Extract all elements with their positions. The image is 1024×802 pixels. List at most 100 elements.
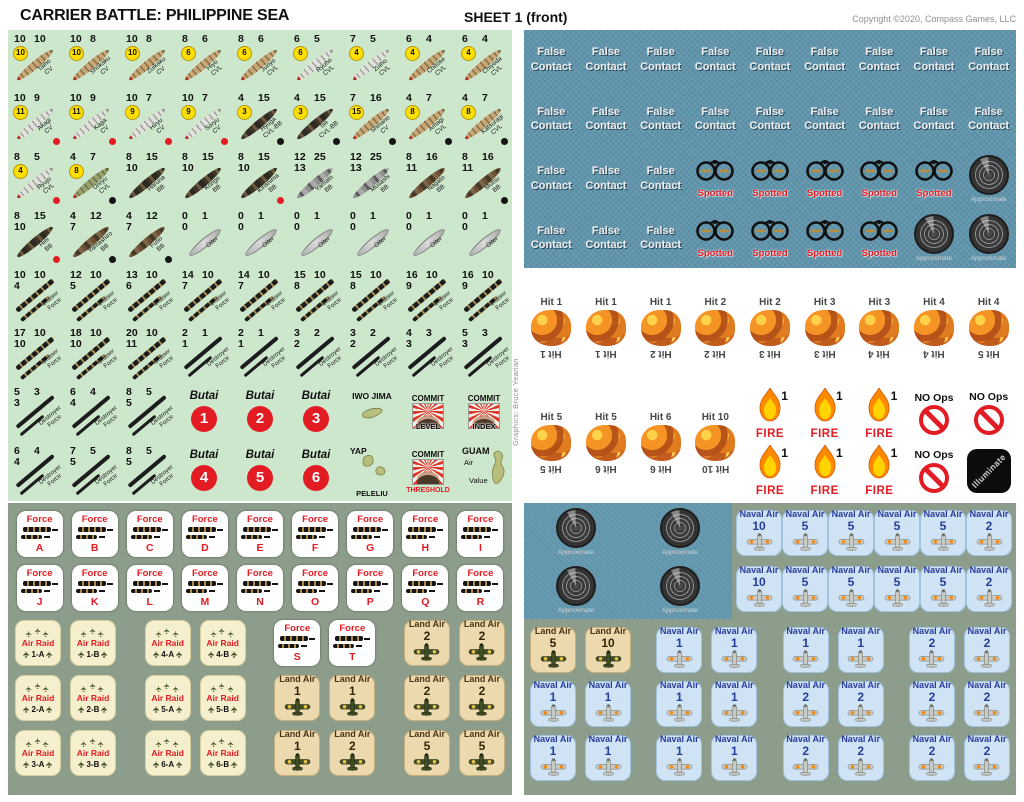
land-air-counter-2[interactable]: Land Air 2 [458, 619, 505, 666]
hit-counter-hit-3[interactable]: Hit 3 Hit 4 [852, 270, 907, 385]
ship-counter-kirishima[interactable]: 8 15 10 Kirishima BB [232, 148, 288, 207]
island-marker-yap[interactable]: YAP PELELIU [344, 442, 400, 501]
false-contact-marker[interactable]: False Contact [530, 105, 572, 133]
ship-counter-kaga[interactable]: 10 9 11 Kaga CV [64, 89, 120, 148]
naval-air-counter-2[interactable]: Naval Air 2 [963, 680, 1010, 727]
false-contact-marker[interactable]: False Contact [640, 165, 682, 192]
land-air-counter-1[interactable]: Land Air 1 [274, 729, 321, 776]
ship-counter-fuso[interactable]: 4 12 7 Fuso BB [120, 207, 176, 266]
ship-counter-shinano[interactable]: 7 16 15 Shinano CV [344, 89, 400, 148]
hit-counter-hit-5[interactable]: Hit 5 Hit 6 [579, 385, 634, 500]
air-raid-counter-1-b[interactable]: ✈ ✈ ✈ Air Raid ✈ 1-B ✈ [70, 620, 116, 666]
naval-air-counter-1[interactable]: Naval Air 1 [837, 626, 884, 673]
cruiser-force-counter[interactable]: 15 10 8 Cruiser Force [344, 266, 400, 325]
ship-counter-katsuragi[interactable]: 4 7 8 Katsuragi CVL [456, 89, 512, 148]
butai-counter-1[interactable]: Butai 1 [176, 383, 232, 442]
naval-air-counter-5[interactable]: Naval Air 5 [920, 509, 966, 556]
land-air-counter-1[interactable]: Land Air 1 [274, 674, 321, 721]
fire-counter[interactable]: 1 FIRE [854, 444, 904, 497]
force-counter-i[interactable]: Force I [457, 511, 504, 557]
cruiser-force-counter[interactable]: 14 10 7 Cruiser Force [176, 266, 232, 325]
ship-counter-ryujo[interactable]: 8 5 4 Ryujo CVL [8, 148, 64, 207]
naval-air-counter-5[interactable]: Naval Air 5 [920, 565, 966, 612]
destroyer-force-counter[interactable]: 6 4 4 Destroyer Force [64, 383, 120, 442]
ship-counter-mutsu[interactable]: 8 16 11 Mutsu BB [456, 148, 512, 207]
naval-air-counter-10[interactable]: Naval Air 10 [736, 565, 782, 612]
ship-counter-yamashiro[interactable]: 4 12 7 Yamashiro BB [64, 207, 120, 266]
fire-counter[interactable]: 1 FIRE [745, 444, 795, 497]
destroyer-force-counter[interactable]: 8 5 5 Destroyer Force [120, 442, 176, 501]
spotted-marker[interactable]: Spotted [852, 209, 907, 269]
force-counter-p[interactable]: Force P [347, 565, 394, 611]
destroyer-force-counter[interactable]: 7 5 5 Destroyer Force [64, 442, 120, 501]
force-counter-o[interactable]: Force O [292, 565, 339, 611]
no-ops-marker[interactable]: NO Ops [914, 392, 954, 435]
air-raid-counter-4-b[interactable]: ✈ ✈ ✈ Air Raid ✈ 4-B ✈ [199, 620, 246, 666]
hit-counter-hit-3[interactable]: Hit 3 Hit 3 [797, 270, 852, 385]
land-air-counter-5[interactable]: Land Air 5 [530, 626, 576, 673]
false-contact-marker[interactable]: False Contact [749, 46, 791, 73]
marker-commit-index[interactable]: COMMIT INDEX [456, 383, 512, 442]
naval-air-counter-10[interactable]: Naval Air 10 [736, 509, 782, 556]
marker-commit-level[interactable]: COMMIT LEVEL [400, 383, 456, 442]
force-counter-c[interactable]: Force C [126, 511, 173, 557]
cruiser-force-counter[interactable]: 16 10 9 Cruiser Force [400, 266, 456, 325]
force-counter-h[interactable]: Force H [402, 511, 449, 557]
air-raid-counter-3-b[interactable]: ✈ ✈ ✈ Air Raid ✈ 3-B ✈ [70, 730, 116, 776]
force-counter-d[interactable]: Force D [181, 511, 228, 557]
false-contact-marker[interactable]: False Contact [640, 105, 682, 133]
ship-counter-zuiho[interactable]: 7 5 4 Zuiho CVL [344, 30, 400, 89]
destroyer-force-counter[interactable]: 5 3 3 Destroyer Force [456, 324, 512, 383]
air-raid-counter-3-a[interactable]: ✈ ✈ ✈ Air Raid ✈ 3-A ✈ [15, 730, 61, 776]
naval-air-counter-5[interactable]: Naval Air 5 [828, 509, 874, 556]
naval-air-counter-2[interactable]: Naval Air 2 [966, 565, 1012, 612]
ship-counter-yamato[interactable]: 12 25 13 Yamato BB [288, 148, 344, 207]
butai-counter-4[interactable]: Butai 4 [176, 442, 232, 501]
ship-counter-hyuga[interactable]: 4 15 3 Hyuga CVL-BB [232, 89, 288, 148]
land-air-counter-5[interactable]: Land Air 5 [458, 729, 505, 776]
approximate-marker[interactable]: Approximate [628, 561, 732, 619]
oiler-counter[interactable]: 0 1 0 Oiler [344, 207, 400, 266]
fire-counter[interactable]: 1 FIRE [800, 444, 850, 497]
ship-counter-amagi[interactable]: 4 7 8 Amagi CVL [400, 89, 456, 148]
ship-counter-nagato[interactable]: 8 16 11 Nagato BB [400, 148, 456, 207]
force-counter-t[interactable]: Force T [329, 620, 376, 666]
cruiser-force-counter[interactable]: 15 10 8 Cruiser Force [288, 266, 344, 325]
ship-counter-hiyo[interactable]: 8 6 6 Hiyo CVL [176, 30, 232, 89]
cruiser-force-counter[interactable]: 13 10 6 Cruiser Force [120, 266, 176, 325]
approximate-marker[interactable]: Approximate [907, 209, 962, 269]
island-marker-iwo[interactable]: IWO JIMA [344, 383, 400, 442]
ship-counter-haruna[interactable]: 8 15 10 Haruna BB [120, 148, 176, 207]
hit-counter-hit-4[interactable]: Hit 4 Hit 4 [907, 270, 962, 385]
false-contact-marker[interactable]: False Contact [968, 105, 1010, 133]
hit-counter-hit-5[interactable]: Hit 5 Hit 5 [524, 385, 579, 500]
naval-air-counter-2[interactable]: Naval Air 2 [966, 509, 1012, 556]
false-contact-marker[interactable]: False Contact [530, 165, 572, 192]
spotted-marker[interactable]: Spotted [797, 149, 852, 209]
false-contact-marker[interactable]: False Contact [585, 46, 627, 73]
destroyer-force-counter[interactable]: 3 2 2 Destroyer Force [288, 324, 344, 383]
force-counter-g[interactable]: Force G [347, 511, 394, 557]
naval-air-counter-2[interactable]: Naval Air 2 [837, 680, 884, 727]
destroyer-force-counter[interactable]: 2 1 1 Destroyer Force [232, 324, 288, 383]
spotted-marker[interactable]: Spotted [797, 209, 852, 269]
naval-air-counter-2[interactable]: Naval Air 2 [782, 680, 829, 727]
ship-counter-ryuho[interactable]: 6 5 6 Ryuho CVL [288, 30, 344, 89]
false-contact-marker[interactable]: False Contact [694, 105, 736, 133]
spotted-marker[interactable]: Spotted [852, 149, 907, 209]
land-air-counter-2[interactable]: Land Air 2 [458, 674, 505, 721]
butai-counter-6[interactable]: Butai 6 [288, 442, 344, 501]
false-contact-marker[interactable]: False Contact [858, 46, 900, 73]
destroyer-force-counter[interactable]: 4 3 3 Destroyer Force [400, 324, 456, 383]
false-contact-marker[interactable]: False Contact [913, 105, 955, 133]
spotted-marker[interactable]: Spotted [688, 149, 743, 209]
hit-counter-hit-10[interactable]: Hit 10 Hit 10 [688, 385, 743, 500]
hit-counter-hit-6[interactable]: Hit 6 Hit 6 [633, 385, 688, 500]
naval-air-counter-5[interactable]: Naval Air 5 [874, 565, 920, 612]
force-counter-n[interactable]: Force N [236, 565, 283, 611]
false-contact-marker[interactable]: False Contact [585, 165, 627, 192]
false-contact-marker[interactable]: False Contact [640, 46, 682, 73]
naval-air-counter-5[interactable]: Naval Air 5 [874, 509, 920, 556]
ship-counter-hiryu[interactable]: 10 7 9 Hiryu CV [120, 89, 176, 148]
land-air-counter-2[interactable]: Land Air 2 [403, 619, 450, 666]
